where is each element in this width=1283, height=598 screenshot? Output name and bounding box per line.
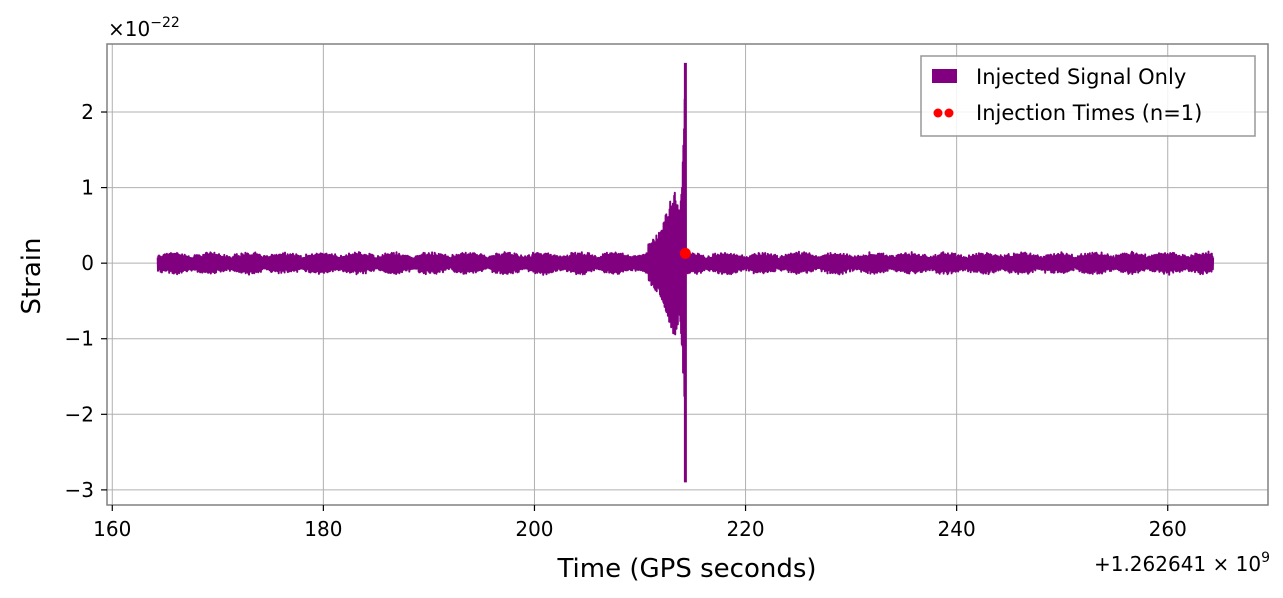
y-scale-multiplier: ×10−22 — [108, 15, 180, 41]
y-axis-ticks: 2 1 0 −1 −2 −3 — [65, 100, 107, 502]
y-tick-label: 0 — [81, 251, 94, 275]
x-tick-label: 220 — [726, 517, 764, 541]
legend-label-injection: Injection Times (n=1) — [976, 101, 1202, 125]
plot-frame — [106, 43, 1269, 506]
y-axis-label: Strain — [17, 237, 47, 314]
legend: Injected Signal Only Injection Times (n=… — [920, 55, 1256, 137]
y-tick-label: −3 — [65, 478, 94, 502]
legend-label-signal: Injected Signal Only — [976, 65, 1186, 89]
injection-markers — [679, 247, 691, 259]
y-tick-label: −2 — [65, 402, 94, 426]
x-tick-label: 160 — [93, 517, 131, 541]
x-offset-label: +1.262641 × 109 — [1094, 550, 1270, 576]
x-axis-label: Time (GPS seconds) — [556, 554, 816, 584]
x-axis-ticks: 160 180 200 220 240 260 — [93, 505, 1187, 541]
legend-marker-injection-right — [944, 108, 954, 118]
signal-series — [156, 62, 1215, 483]
y-tick-label: −1 — [65, 327, 94, 351]
x-tick-label: 200 — [515, 517, 553, 541]
x-tick-label: 240 — [938, 517, 976, 541]
legend-swatch-signal — [932, 69, 957, 83]
y-tick-label: 2 — [81, 100, 94, 124]
injection-point — [679, 247, 691, 259]
x-tick-label: 260 — [1149, 517, 1187, 541]
x-tick-label: 180 — [304, 517, 342, 541]
legend-frame — [920, 55, 1256, 137]
legend-marker-injection-left — [933, 108, 943, 118]
y-tick-label: 1 — [81, 176, 94, 200]
